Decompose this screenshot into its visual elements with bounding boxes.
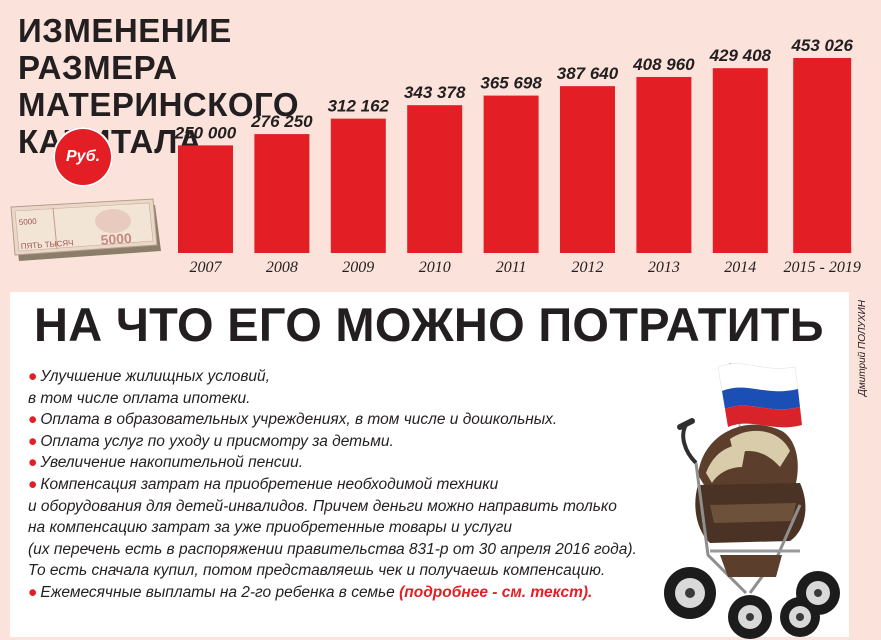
- use-item-line: То есть сначала купил, потом представляе…: [28, 560, 668, 582]
- category-label: 2010: [419, 259, 451, 276]
- bar-2014: [712, 68, 768, 253]
- banknote-denomination: 5000: [100, 230, 132, 248]
- use-item-line: ● Ежемесячные выплаты на 2-го ребенка в с…: [28, 582, 668, 604]
- section-heading: НА ЧТО ЕГО МОЖНО ПОТРАТИТЬ: [34, 298, 824, 351]
- bar-value-label: 387 640: [557, 64, 619, 83]
- bullet-icon: ●: [28, 583, 38, 601]
- use-item-text: Ежемесячные выплаты на 2-го ребенка в се…: [40, 583, 395, 601]
- bar-2009: [330, 118, 386, 254]
- use-item-line: ● Компенсация затрат на приобретение необ…: [28, 474, 668, 496]
- bar-2010: [407, 105, 463, 253]
- use-item-text: Оплата в образовательных учреждениях, в …: [40, 411, 558, 429]
- baby-stroller-image: [664, 362, 840, 639]
- more-details-link[interactable]: (подробнее - см. текст).: [399, 583, 593, 601]
- bar-chart: 250 000 2007 276 250 2008 312 162 2009 343 378…: [174, 36, 861, 276]
- bar-value-label: 429 408: [709, 46, 772, 65]
- use-item-line: ● Увеличение накопительной пенсии.: [28, 452, 668, 474]
- bar-value-label: 453 026: [790, 36, 853, 55]
- category-label: 2008: [266, 259, 298, 276]
- bar-value-label: 276 250: [250, 112, 313, 131]
- use-item-line: ● Оплата в образовательных учреждениях, в…: [28, 409, 668, 431]
- use-item-text: (их перечень есть в распоряжении правите…: [28, 540, 637, 558]
- use-item-text: Оплата услуг по уходу и присмотру за дет…: [40, 432, 394, 450]
- use-item-text: на компенсацию затрат за уже приобретенн…: [28, 519, 513, 537]
- currency-badge: Руб.: [53, 127, 113, 187]
- bar-2012: [560, 86, 615, 253]
- category-label: 2012: [572, 259, 604, 276]
- bar-2015-2019: [793, 58, 852, 253]
- bar-value-label: 250 000: [174, 123, 237, 142]
- bar-2008: [254, 134, 310, 253]
- bar-2011: [483, 95, 539, 254]
- category-label: 2009: [342, 259, 374, 276]
- chart-title: ИЗМЕНЕНИЕ РАЗМЕРА МАТЕРИНСКОГО КАПИТАЛА: [18, 12, 348, 160]
- bar-value-label: 408 960: [632, 55, 695, 74]
- use-item-line: (их перечень есть в распоряжении правите…: [28, 539, 668, 561]
- bar-2007: [178, 145, 233, 253]
- use-item-text: Увеличение накопительной пенсии.: [40, 454, 304, 472]
- category-label: 2013: [648, 259, 680, 276]
- bar-value-label: 343 378: [404, 83, 466, 102]
- banknote-denomination-top: 5000: [19, 217, 38, 227]
- bullet-icon: ●: [28, 432, 38, 450]
- use-item-text: и оборудования для детей-инвалидов. Прич…: [28, 497, 617, 515]
- bullet-icon: ●: [28, 368, 38, 385]
- photo-credit: Дмитрий ПОЛУХИН: [857, 300, 868, 397]
- bar-value-label: 365 698: [480, 74, 542, 93]
- uses-list: ● Улучшение жилищных условий, в том числе …: [28, 366, 668, 604]
- title-line-1: ИЗМЕНЕНИЕ РАЗМЕРА: [18, 12, 232, 86]
- banknote-stack-image: 5000 ПЯТЬ ТЫСЯЧ 5000: [10, 198, 161, 261]
- use-item-text: Улучшение жилищных условий,: [40, 368, 270, 385]
- bullet-icon: ●: [28, 475, 38, 493]
- banknote-words: ПЯТЬ ТЫСЯЧ: [21, 238, 74, 251]
- category-label: 2007: [190, 259, 223, 276]
- category-label: 2014: [724, 259, 756, 276]
- use-item-line: на компенсацию затрат за уже приобретенн…: [28, 517, 668, 539]
- category-label: 2011: [496, 259, 527, 276]
- use-item-text: То есть сначала купил, потом представляе…: [28, 562, 606, 580]
- bullet-icon: ●: [28, 454, 38, 472]
- category-label: 2015 - 2019: [784, 259, 861, 276]
- use-item-line: в том числе оплата ипотеки.: [28, 388, 668, 410]
- bar-2013: [636, 76, 692, 254]
- use-item-line: ● Улучшение жилищных условий,: [28, 366, 668, 388]
- use-item-line: и оборудования для детей-инвалидов. Прич…: [28, 496, 668, 518]
- bullet-icon: ●: [28, 411, 38, 429]
- bar-value-label: 312 162: [328, 97, 390, 116]
- use-item-text: Компенсация затрат на приобретение необх…: [40, 475, 499, 493]
- title-line-2: МАТЕРИНСКОГО: [18, 86, 299, 123]
- use-item-line: ● Оплата услуг по уходу и присмотру за де…: [28, 431, 668, 453]
- use-item-text: в том числе оплата ипотеки.: [28, 389, 251, 407]
